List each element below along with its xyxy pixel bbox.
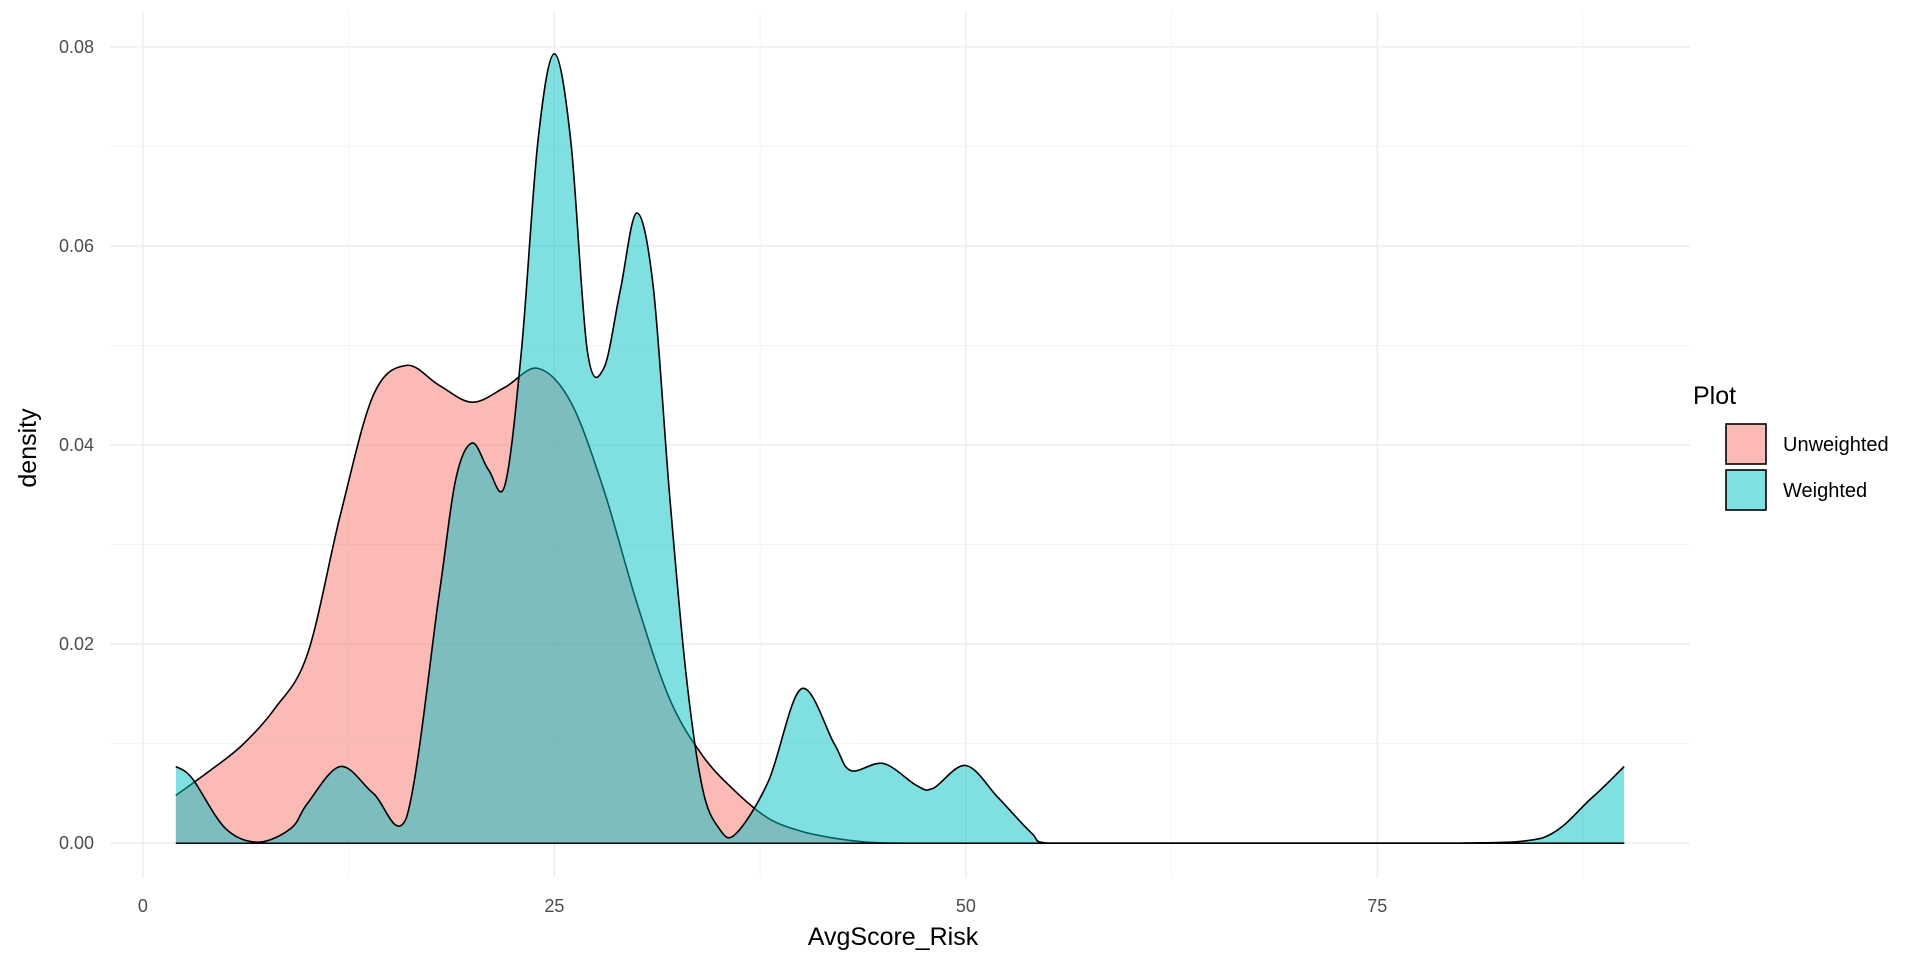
x-tick-label: 50 [956,896,976,916]
y-axis-ticks: 0.00 0.02 0.04 0.06 0.08 [59,37,94,853]
legend: Plot Unweighted Weighted [1693,382,1889,511]
y-tick-label: 0.08 [59,37,94,57]
x-axis-ticks: 0 25 50 75 [138,896,1387,916]
density-area-weighted [175,53,1625,844]
y-tick-label: 0.06 [59,236,94,256]
y-tick-label: 0.04 [59,435,94,455]
legend-swatch-weighted [1725,469,1767,511]
legend-title: Plot [1693,382,1736,410]
legend-swatch-unweighted [1725,423,1767,465]
density-series [175,53,1625,844]
y-tick-label: 0.02 [59,634,94,654]
y-tick-label: 0.00 [59,833,94,853]
y-axis-title: density [14,408,42,488]
x-tick-label: 75 [1367,896,1387,916]
density-line-weighted [175,53,1625,844]
x-axis-title: AvgScore_Risk [808,923,979,951]
legend-label-weighted: Weighted [1783,480,1867,502]
x-tick-label: 0 [138,896,148,916]
legend-label-unweighted: Unweighted [1783,434,1889,456]
x-tick-label: 25 [544,896,564,916]
